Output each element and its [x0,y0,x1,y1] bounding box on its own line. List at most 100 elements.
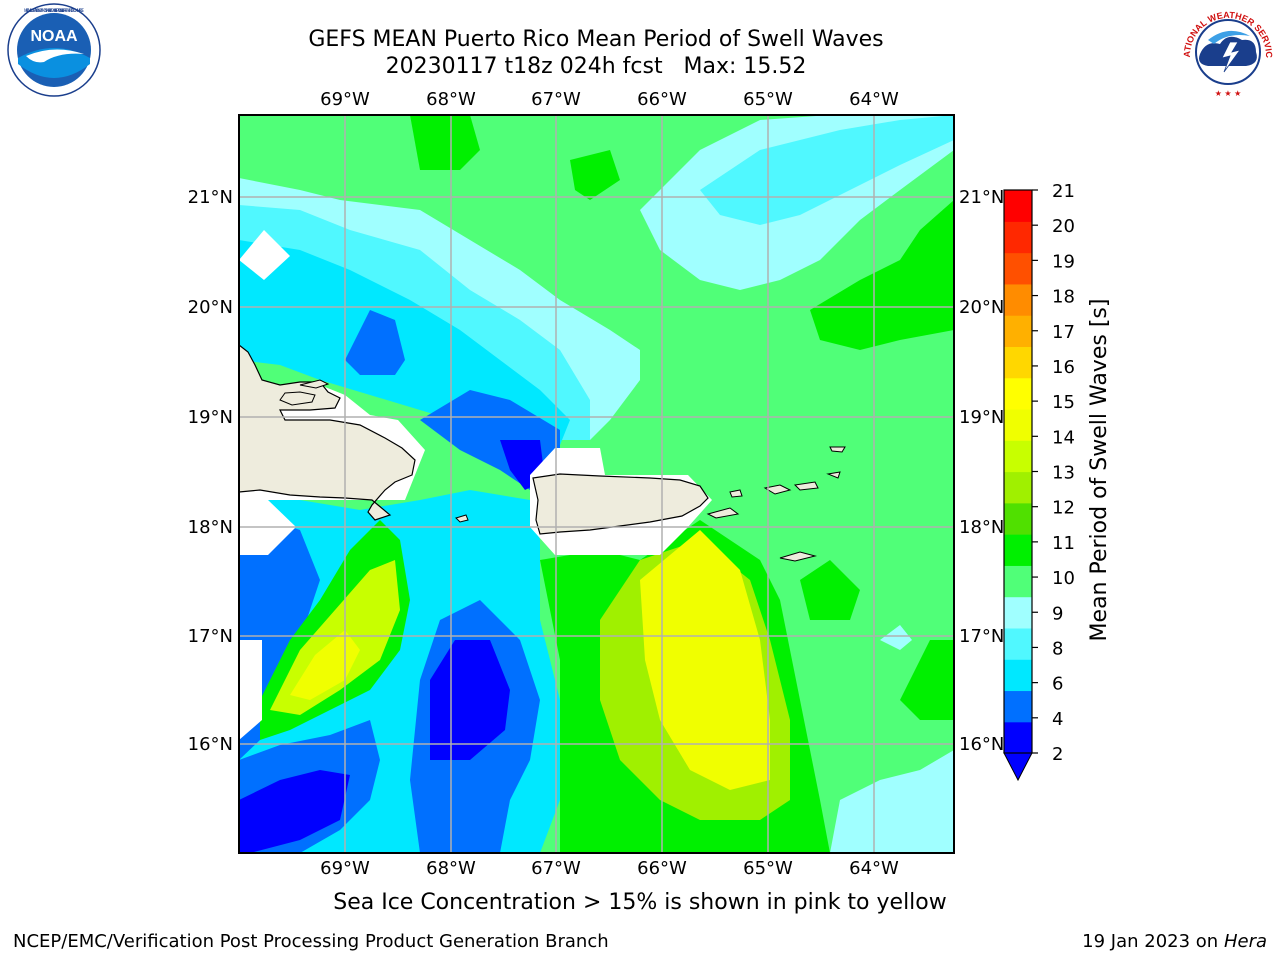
colorbar-segment [1004,283,1032,316]
map-frame [238,114,955,854]
lon-labels-bottom: 69°W 68°W 67°W 66°W 65°W 64°W [320,858,899,879]
colorbar-tick-label: 18 [1052,287,1075,308]
noaa-logo-text: NOAA [30,28,78,45]
field-10-11-east2 [800,560,860,620]
field-2-4-northwest [345,310,405,375]
lon-label: 68°W [426,858,476,879]
colorbar-segment [1004,315,1032,347]
lat-label: 18°N [959,517,1004,538]
colorbar-segment [1004,659,1032,692]
colorbar-tick-label: 14 [1052,427,1075,448]
colorbar-tick-label: 12 [1052,498,1075,519]
footer-date-text: 19 Jan 2023 on [1082,931,1224,952]
field-4-6-west [239,240,570,445]
lon-label: 65°W [743,89,793,110]
colorbar-segment [1004,408,1032,441]
colorbar-tick-label: 11 [1052,533,1075,554]
field-8-9-east-spot [880,625,912,650]
colorbar-segment [1004,346,1032,379]
nws-stars: ★ ★ ★ [1215,89,1242,98]
field-under-2-southwest [239,770,350,853]
lon-label: 67°W [531,89,581,110]
lon-label: 66°W [637,858,687,879]
colorbar-segment [1004,190,1032,222]
lat-labels-left: 21°N 20°N 19°N 18°N 17°N 16°N [188,187,233,755]
caption: Sea Ice Concentration > 15% is shown in … [333,890,947,915]
colorbar-tick-label: 4 [1052,709,1063,730]
chart-subtitle: 20230117 t18z 024h fcst Max: 15.52 [385,54,807,79]
land-st-thomas [763,484,792,495]
lon-label: 64°W [849,89,899,110]
lon-label: 65°W [743,858,793,879]
colorbar-under-arrow [1003,752,1033,782]
lat-label: 20°N [188,297,233,318]
colorbar-tick-label: 2 [1052,744,1063,765]
footer-date: 19 Jan 2023 on Hera [1082,931,1267,952]
field-under-2-central [430,640,510,760]
lon-label: 69°W [320,89,370,110]
colorbar-tick-label: 19 [1052,251,1075,272]
land-st-croix [779,551,817,562]
field-10-11-east [900,640,954,720]
field-8-9-southeast [830,750,954,853]
colorbar-tick-label: 10 [1052,568,1075,589]
colorbar-tick-label: 13 [1052,463,1075,484]
map-gridlines [239,115,954,853]
colorbar-segment [1004,502,1032,535]
land-anegada [829,446,846,453]
lat-label: 16°N [959,734,1004,755]
colorbar-segment [1004,565,1032,598]
colorbar-segment [1004,596,1032,629]
lat-label: 19°N [188,407,233,428]
field-10-11-north2 [570,150,620,200]
noaa-logo-icon: NOAA NATIONAL OCEANIC AND ATMOSPHERIC AD… [7,3,101,97]
lat-label: 17°N [188,626,233,647]
field-10-11-northeast [810,200,954,350]
footer-credit: NCEP/EMC/Verification Post Processing Pr… [13,931,609,952]
colorbar-segment [1004,627,1032,660]
lat-label: 20°N [959,297,1004,318]
land-hispaniola [239,344,416,521]
lat-label: 18°N [188,517,233,538]
land-mona-island [455,514,469,523]
colorbar-tick-label: 15 [1052,392,1075,413]
colorbar-segment [1004,221,1032,254]
colorbar-segment [1004,471,1032,504]
nws-logo-icon: NATIONAL WEATHER SERVICE ★ ★ ★ [1178,2,1274,98]
land-tortola [793,481,819,491]
land-north-coast [299,379,330,389]
land-puerto-rico [532,473,709,535]
colorbar-tick-label: 20 [1052,216,1075,237]
colorbar-segment [1004,440,1032,473]
colorbar-segment [1004,252,1032,285]
colorbar-tick-label: 16 [1052,357,1075,378]
lat-label: 17°N [959,626,1004,647]
colorbar-tick-label: 8 [1052,638,1063,659]
chart-title: GEFS MEAN Puerto Rico Mean Period of Swe… [308,27,884,52]
colorbar: 21 20 19 18 17 16 15 14 13 12 11 10 9 8 6 4 2 [1003,181,1075,782]
lon-label: 66°W [637,89,687,110]
field-10-11-north [410,115,480,170]
colorbar-segment [1004,690,1032,723]
land-tortuga [279,391,316,406]
colorbar-segment [1004,377,1032,410]
field-13-14-sw [290,630,360,700]
colorbar-tick-label: 6 [1052,674,1063,695]
field-13-14-se [640,530,770,790]
land-vieques [706,507,740,519]
colorbar-tick-label: 17 [1052,322,1075,343]
no-data-southwest [239,640,262,740]
lon-label: 64°W [849,858,899,879]
lon-label: 68°W [426,89,476,110]
lon-labels-top: 69°W 68°W 67°W 66°W 65°W 64°W [320,89,899,110]
swell-period-field [239,115,954,853]
colorbar-tick-label: 21 [1052,181,1075,202]
noaa-ring-text: NATIONAL OCEANIC AND ATMOSPHERIC ADMINIS… [24,8,84,13]
lon-label: 69°W [320,858,370,879]
colorbar-tick-label: 9 [1052,603,1063,624]
colorbar-segment [1004,534,1032,566]
lat-label: 21°N [959,187,1004,208]
lat-label: 16°N [188,734,233,755]
land-anegada-small [826,471,841,479]
